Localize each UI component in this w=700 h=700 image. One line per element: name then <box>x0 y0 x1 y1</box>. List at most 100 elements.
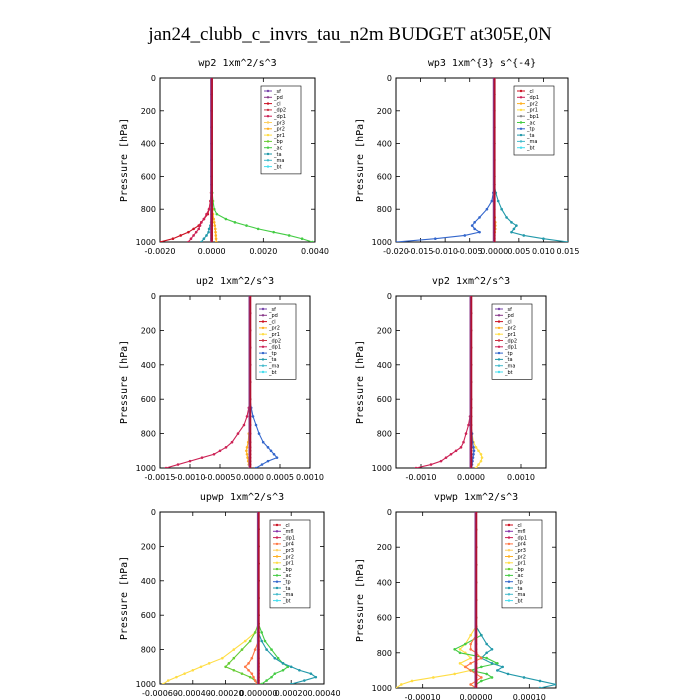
legend-marker <box>519 89 523 93</box>
series-point-ta <box>522 676 526 679</box>
legend-marker <box>261 333 265 336</box>
series-point-ta <box>485 651 488 655</box>
y-tick-label: 0 <box>151 508 156 517</box>
panel-title: vp2 1xm^2/s^3 <box>432 276 510 287</box>
series-point-pr1 <box>183 672 186 675</box>
series-point-pr1 <box>453 672 456 676</box>
series-point-dp1 <box>236 432 240 435</box>
legend-entry: _sf <box>273 89 281 95</box>
series-point-ac <box>270 675 273 679</box>
series-point-pr1 <box>469 656 472 660</box>
series-point-ac <box>272 230 275 234</box>
y-tick-label: 400 <box>141 140 156 149</box>
series-point-bp <box>248 675 252 679</box>
series-point-ac <box>300 237 304 241</box>
series-point-bp <box>240 648 244 651</box>
series-point-ac <box>273 672 277 675</box>
legend: _cl_mfl_dp1_pr4_pr3_pr2_pr1_bp_ac_tp_ta_… <box>269 519 311 609</box>
y-tick-label: 800 <box>141 205 156 214</box>
series-point-dp1 <box>464 432 468 435</box>
series-point-tp <box>472 446 475 449</box>
x-tick-label: 0.015 <box>557 247 580 256</box>
series-point-ta <box>298 668 301 672</box>
series-point-dp1 <box>202 217 206 221</box>
panel-title: up2 1xm^2/s^3 <box>196 276 274 287</box>
series-point-pr1 <box>479 452 483 456</box>
series-point-pr1 <box>396 686 398 688</box>
legend-entry: _tp <box>268 351 277 357</box>
y-tick-label: 400 <box>377 578 392 587</box>
panel-6: vpwp 1xm^2/s^3 Pressure [hPa] 0 200 400 600 80… <box>355 492 557 700</box>
legend-marker <box>497 320 501 323</box>
series-point-pr4 <box>253 648 257 651</box>
x-tick-label: 0.0040 <box>301 247 329 256</box>
legend-marker <box>261 351 265 355</box>
legend-marker <box>507 523 511 527</box>
series-point-tp <box>266 446 270 449</box>
series-point-ta <box>496 669 499 672</box>
series-point-ta <box>273 656 277 660</box>
series-point-ta <box>207 230 210 234</box>
x-tick-label: -0.015 <box>408 247 434 256</box>
legend-entry: _pr2 <box>514 554 526 560</box>
legend-marker <box>266 89 270 93</box>
legend-entry: _pd <box>273 95 283 101</box>
legend-marker <box>497 345 501 348</box>
legend-entry: _tp <box>526 127 535 133</box>
series-point-cl <box>187 230 190 234</box>
series-point-ta <box>538 679 542 683</box>
panel-title: wp2 1xm^2/s^3 <box>198 58 276 69</box>
y-tick-label: 800 <box>141 430 156 439</box>
legend-entry: _dp2 <box>268 338 281 344</box>
series-point-ta <box>485 642 488 646</box>
legend-entry: _cl <box>282 523 290 529</box>
legend-entry: _dp1 <box>504 345 517 351</box>
series-point-ac <box>485 672 488 676</box>
series-point-ta <box>303 679 306 682</box>
series-point-ta <box>500 207 503 211</box>
legend-marker <box>261 364 265 367</box>
y-axis-label: Pressure [hPa] <box>119 118 130 202</box>
series-point-dp1 <box>205 212 208 216</box>
series-point-ta <box>506 672 510 676</box>
series-point-ac <box>260 631 263 634</box>
legend: _cl_mfl_dp1_pr4_pr3_pr2_pr1_bp_ac_tp_ta_… <box>501 519 543 609</box>
y-tick-label: 800 <box>141 646 156 655</box>
series-point-ta <box>289 665 293 669</box>
series-point-ta <box>554 683 556 686</box>
y-tick-label: 0 <box>387 74 392 83</box>
series-point-dp1 <box>200 456 204 459</box>
x-tick-label: 0.005 <box>507 247 530 256</box>
y-tick-label: 200 <box>377 326 392 335</box>
y-tick-label: 0 <box>151 292 156 301</box>
series-point-ac <box>490 676 494 679</box>
series-point-tp <box>472 452 475 456</box>
legend-entry: _pr3 <box>282 548 294 554</box>
series-point-tp <box>434 237 437 241</box>
legend-marker <box>519 108 523 112</box>
y-tick-label: 200 <box>377 543 392 552</box>
legend-entry: _ac <box>514 573 524 579</box>
y-tick-label: 1000 <box>372 464 392 473</box>
plot-frame <box>159 295 311 469</box>
series-point-ac <box>265 679 268 682</box>
legend-entry: _pr2 <box>282 554 294 560</box>
series-point-tp <box>260 463 264 466</box>
legend-marker <box>266 108 270 112</box>
legend-entry: _ta <box>514 586 523 592</box>
y-tick-label: 600 <box>141 172 156 181</box>
series-point-tp <box>485 207 489 211</box>
series-point-tp <box>478 230 481 234</box>
series-point-pr4 <box>247 662 250 665</box>
x-tick-label: 0.0010 <box>507 473 535 482</box>
series-point-dp1 <box>242 423 246 427</box>
y-tick-label: 1000 <box>372 684 392 693</box>
series-point-tp <box>471 456 475 459</box>
x-tick-label: -0.0015 <box>145 473 176 482</box>
y-tick-label: 600 <box>377 614 392 623</box>
series-point-pr4 <box>480 656 483 660</box>
series-point-ta <box>512 227 516 231</box>
legend-entry: _ta <box>268 357 277 363</box>
legend-marker <box>266 133 270 137</box>
legend-marker <box>275 549 279 552</box>
